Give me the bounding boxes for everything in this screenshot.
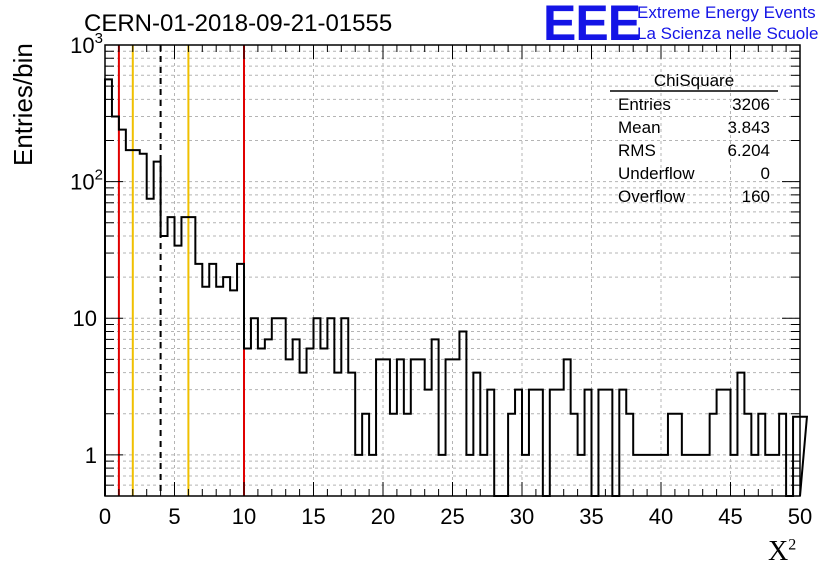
x-tick-label: 10 — [232, 504, 256, 529]
stats-label: Entries — [618, 95, 671, 114]
stats-name: ChiSquare — [654, 71, 734, 90]
histogram-series — [104, 78, 809, 497]
x-tick-label: 20 — [371, 504, 395, 529]
x-tick-label: 5 — [168, 504, 180, 529]
x-tick-label: 35 — [579, 504, 603, 529]
stats-label: RMS — [618, 141, 656, 160]
x-tick-label: 40 — [649, 504, 673, 529]
stats-value: 0 — [761, 164, 770, 183]
stats-value: 3.843 — [727, 118, 770, 137]
stats-label: Underflow — [618, 164, 695, 183]
stats-label: Overflow — [618, 187, 686, 206]
y-tick-label: 103 — [70, 30, 103, 58]
stats-value: 160 — [742, 187, 770, 206]
x-tick-label: 15 — [301, 504, 325, 529]
logo-line-1: Extreme Energy Events — [637, 3, 816, 22]
y-tick-label: 10 — [73, 306, 97, 331]
stats-label: Mean — [618, 118, 661, 137]
stats-value: 6.204 — [727, 141, 770, 160]
x-tick-label: 0 — [99, 504, 111, 529]
x-tick-label: 50 — [788, 504, 812, 529]
x-tick-label: 25 — [440, 504, 464, 529]
y-tick-label: 1 — [85, 443, 97, 468]
stats-value: 3206 — [732, 95, 770, 114]
logo-line-2: La Scienza nelle Scuole — [637, 24, 819, 43]
x-axis-label: X2 — [768, 536, 797, 567]
x-tick-label: 30 — [510, 504, 534, 529]
x-tick-label: 45 — [718, 504, 742, 529]
logo-mark: EEE — [543, 0, 641, 51]
chart-title: CERN-01-2018-09-21-01555 — [84, 10, 393, 37]
y-tick-label: 102 — [70, 167, 103, 195]
eee-logo: EEE — [543, 0, 641, 48]
